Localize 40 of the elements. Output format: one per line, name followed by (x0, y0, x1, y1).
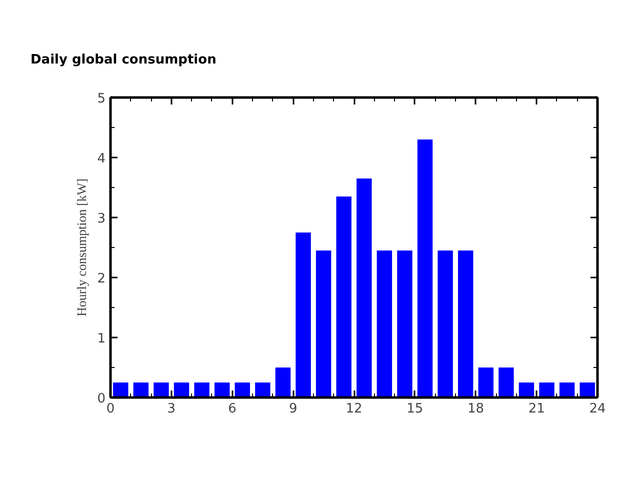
chart-title: Daily global consumption (30, 52, 216, 68)
bar (316, 250, 332, 398)
bar (113, 382, 128, 398)
bar (458, 250, 474, 398)
x-tick-label: 24 (589, 402, 606, 416)
bar (194, 382, 210, 398)
x-tick-label: 18 (467, 402, 484, 416)
y-tick-label: 0 (97, 392, 106, 406)
x-tick-label: 3 (167, 402, 176, 416)
bar (376, 250, 392, 398)
bar (438, 250, 453, 398)
bar (498, 368, 514, 398)
bar (336, 196, 352, 398)
bar (518, 382, 534, 398)
y-tick-label: 3 (97, 212, 106, 226)
y-axis-title: Hourly consumption [kW] (74, 178, 90, 316)
y-tick-label: 5 (97, 92, 106, 106)
bar (174, 382, 190, 398)
x-tick-label: 12 (346, 402, 362, 416)
bar (154, 382, 169, 398)
bar (478, 368, 494, 398)
bar (275, 368, 291, 398)
x-tick-label: 21 (528, 402, 545, 416)
x-tick-label: 6 (228, 402, 236, 416)
bar (296, 232, 311, 398)
x-tick-label: 15 (406, 402, 424, 416)
x-tick-label: 9 (288, 402, 298, 416)
bar (234, 382, 250, 398)
bar (214, 382, 230, 398)
bar (580, 382, 595, 398)
bar (133, 382, 149, 398)
bar (539, 382, 554, 398)
y-tick-label: 2 (97, 272, 106, 286)
y-tick-label: 4 (97, 152, 106, 166)
bar (559, 382, 575, 398)
bar (397, 250, 412, 398)
bar (356, 178, 372, 398)
bar (417, 140, 433, 398)
y-tick-label: 1 (97, 332, 106, 346)
bar (255, 382, 270, 398)
